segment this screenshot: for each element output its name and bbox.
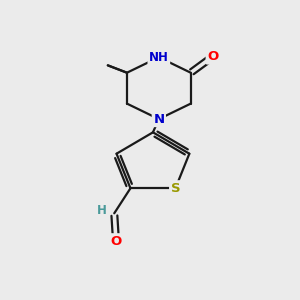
Text: NH: NH <box>149 51 169 64</box>
Text: N: N <box>153 112 164 126</box>
Text: H: H <box>97 204 107 217</box>
Text: O: O <box>110 235 121 248</box>
Text: S: S <box>171 182 180 195</box>
Text: O: O <box>207 50 218 63</box>
